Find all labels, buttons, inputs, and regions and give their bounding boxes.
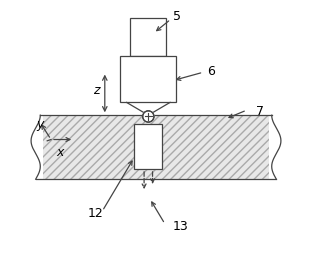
Bar <box>43 115 269 179</box>
Circle shape <box>143 111 154 122</box>
Text: 6: 6 <box>207 65 215 78</box>
Text: 7: 7 <box>256 105 264 118</box>
Bar <box>130 18 166 56</box>
Bar <box>134 124 163 169</box>
Text: x: x <box>56 146 64 159</box>
Text: 5: 5 <box>173 10 181 23</box>
Text: 12: 12 <box>88 207 104 220</box>
Text: z: z <box>93 84 99 97</box>
Text: 13: 13 <box>173 220 188 233</box>
Bar <box>134 124 163 169</box>
Bar <box>120 56 177 102</box>
Text: y: y <box>36 118 43 131</box>
